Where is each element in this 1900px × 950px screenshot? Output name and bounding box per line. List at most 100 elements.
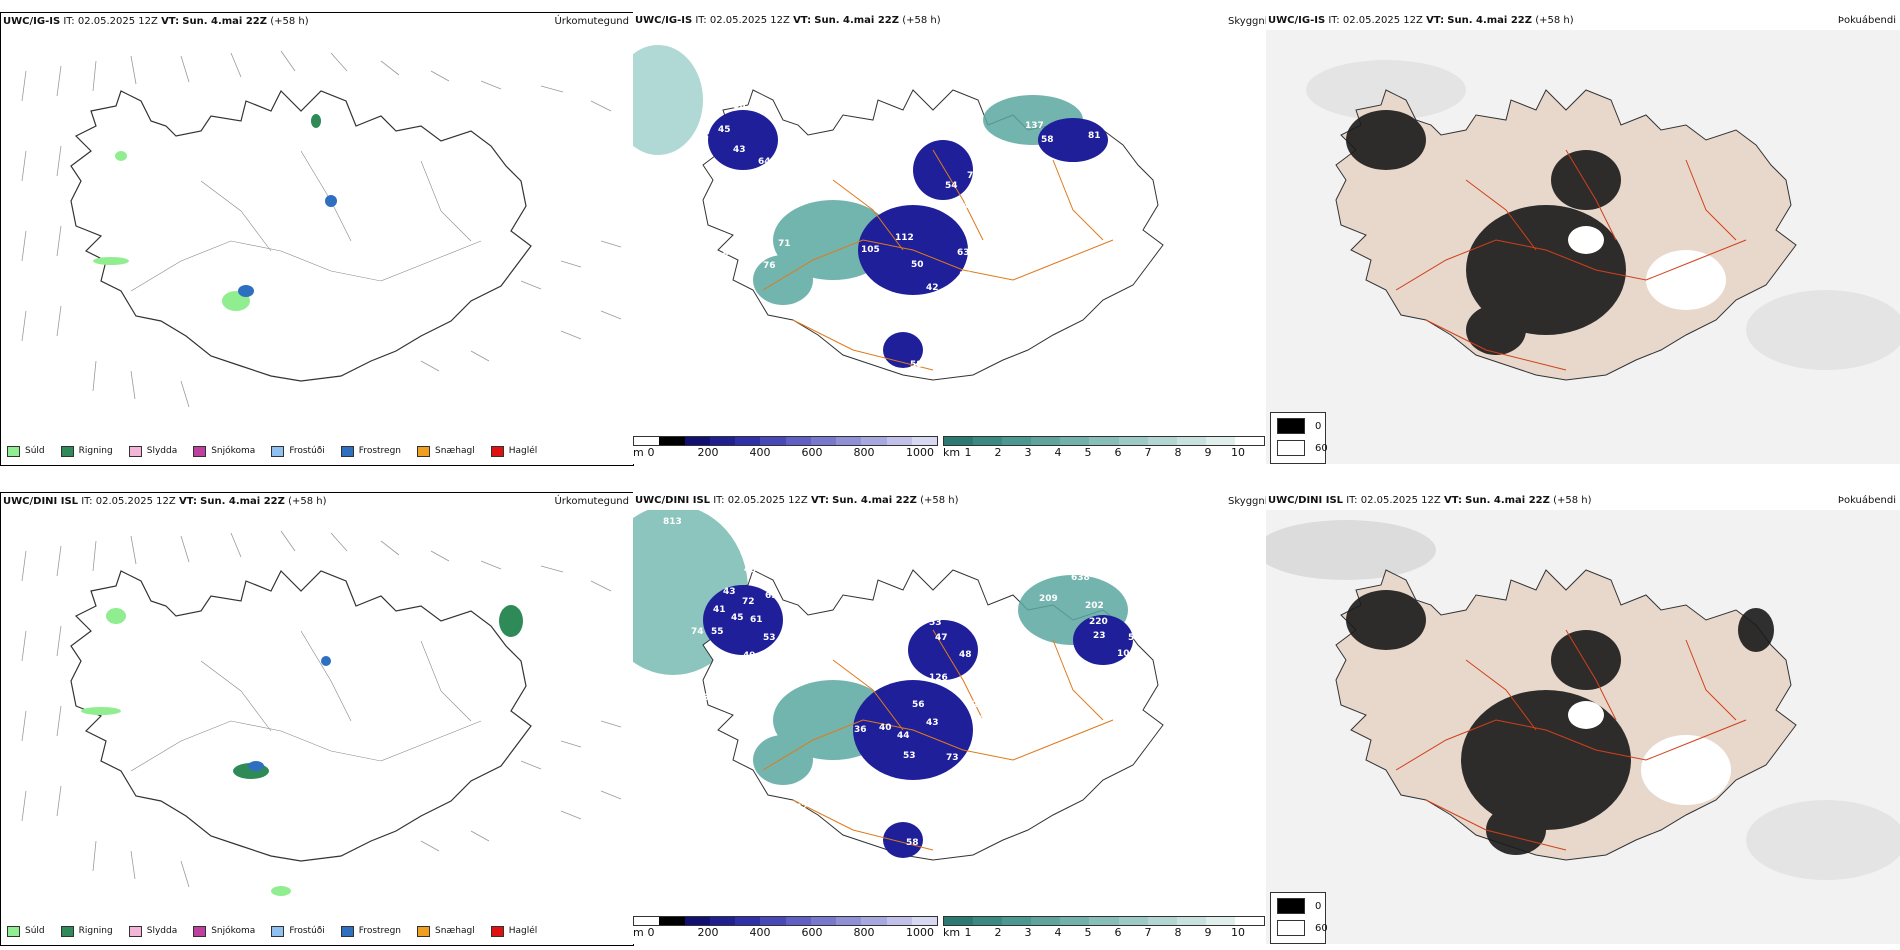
cloud-base-label: 105 xyxy=(861,245,880,255)
legend-item: Snjókoma xyxy=(193,445,256,457)
cloud-base-label: 26 xyxy=(913,398,926,408)
lead-time: (+58 h) xyxy=(1535,15,1574,26)
colorbar-tick: 3 xyxy=(1024,926,1032,939)
cloud-base-label: 53 xyxy=(903,751,916,761)
cloud-base-label: 53 xyxy=(1141,155,1154,165)
colorbar-tick: 800 xyxy=(853,926,875,939)
cloud-base-label: 48 xyxy=(959,650,972,660)
cloud-base-label: 36 xyxy=(854,725,867,735)
cloud-base-label: 56 xyxy=(733,101,746,111)
iceland-outline xyxy=(70,569,532,862)
cloud-base-label: 68 xyxy=(978,715,991,725)
lead-time: (+58 h) xyxy=(1553,495,1592,506)
colorbar-tick: 400 xyxy=(749,926,771,939)
cloud-base-label: 638 xyxy=(1071,573,1090,583)
legend-swatch xyxy=(417,445,431,457)
vt-value: Sun. 4.mai 22Z xyxy=(832,495,917,506)
precip-map xyxy=(21,530,622,896)
cloud-base-label: 220 xyxy=(1089,617,1108,627)
cloud-base-label: 79 xyxy=(911,858,924,868)
vt-label: VT: xyxy=(793,15,812,26)
legend-item: Súld xyxy=(7,925,45,937)
cloud-base-label: 47 xyxy=(935,633,948,643)
wind-barbs xyxy=(21,530,622,888)
legend-swatch xyxy=(271,445,285,457)
lead-time: (+58 h) xyxy=(920,495,959,506)
cloud-map: 56 45 66 43 64 85 58 62 59 71 41 38 76 1… xyxy=(633,45,1164,408)
cloud-base-label: 58 xyxy=(723,169,736,179)
cloud-base-colorbar: m 0 200 400 600 800 1000 xyxy=(633,916,938,940)
cloud-map: 813 49 43 72 63 41 45 61 74 55 53 49 54 … xyxy=(633,510,1164,885)
cloud-base-label: 63 xyxy=(957,248,970,258)
panel-type-title: Þokuábendi xyxy=(1837,495,1896,506)
cloud-base-label: 71 xyxy=(778,239,791,249)
cloud-base-label: 72 xyxy=(795,803,808,813)
vt-label: VT: xyxy=(178,496,197,507)
legend-swatch xyxy=(7,445,20,457)
cloud-base-label: 63 xyxy=(765,591,778,601)
vt-value: Sun. 4.mai 22Z xyxy=(200,496,285,507)
cloud-visibility-panel-row1: UWC/IG-IS IT: 02.05.2025 12Z VT: Sun. 4.… xyxy=(633,12,1265,464)
fog-legend-row: 60 xyxy=(1277,920,1328,936)
cloud-base-label: 53 xyxy=(763,633,776,643)
cloud-base-label: 66 xyxy=(983,191,996,201)
panel-title: UWC/IG-IS IT: 02.05.2025 12Z VT: Sun. 4.… xyxy=(633,12,1265,30)
fog-legend-row: 60 xyxy=(1277,440,1328,456)
cloud-base-label: 49 xyxy=(743,651,756,661)
legend-item: Snæhagl xyxy=(417,445,475,457)
cloud-base-label: 54 xyxy=(945,181,958,191)
legend-label: Frostúði xyxy=(289,446,325,456)
legend-swatch xyxy=(60,445,74,457)
lead-time: (+58 h) xyxy=(270,16,309,27)
legend-swatch xyxy=(128,445,142,457)
cloud-base-label: 202 xyxy=(1085,601,1104,611)
legend-label: Haglél xyxy=(508,446,538,456)
colorbar-tick: 4 xyxy=(1054,446,1062,459)
colorbar-tick: 9 xyxy=(1204,446,1212,459)
cloud-base-label: 95 xyxy=(930,310,943,320)
cloud-base-label: 59 xyxy=(743,207,756,217)
legend-swatch xyxy=(193,445,207,457)
legend-label: Frostregn xyxy=(358,446,402,456)
cloud-base-label: 84 xyxy=(909,303,922,313)
colorbar-tick: 200 xyxy=(697,446,719,459)
colorbar-tick: 600 xyxy=(801,446,823,459)
cloud-base-label: 62 xyxy=(758,195,771,205)
colorbar-tick: 10 xyxy=(1231,446,1245,459)
colorbar-tick: 10 xyxy=(1231,926,1245,939)
colorbar-tick: 6 xyxy=(1114,446,1122,459)
colorbar-tick: 200 xyxy=(697,926,719,939)
cloud-base-label: 64 xyxy=(1130,171,1143,181)
legend-label: Rigning xyxy=(78,926,113,936)
cloud-base-label: 137 xyxy=(1025,121,1044,131)
vt-value: Sun. 4.mai 22Z xyxy=(182,16,267,27)
legend-label: Haglél xyxy=(508,926,538,936)
fog-map xyxy=(1266,510,1900,944)
legend-item: Rigning xyxy=(60,925,113,937)
cloud-base-label: 83 xyxy=(1045,683,1058,693)
cloud-base-colorbar: m 0 200 400 600 800 1000 xyxy=(633,436,938,460)
legend-swatch xyxy=(340,445,354,457)
colorbar-unit: m xyxy=(633,446,644,459)
colorbar-gradient xyxy=(633,916,938,926)
cloud-base-label: 74 xyxy=(691,627,704,637)
cloud-base-label: 106 xyxy=(1117,649,1136,659)
vt-value: Sun. 4.mai 22Z xyxy=(814,15,899,26)
cloud-base-label: 83 xyxy=(791,833,804,843)
legend-label: Snjókoma xyxy=(211,446,256,456)
cloud-base-label: 51 xyxy=(849,324,862,334)
fog-legend-row: 0 xyxy=(1277,418,1321,434)
colorbar-tick: 600 xyxy=(801,926,823,939)
iceland-outline xyxy=(70,89,532,382)
model-label: UWC/IG-IS xyxy=(1268,15,1326,26)
cloud-base-label: 59 xyxy=(833,313,846,323)
fog-legend-swatch xyxy=(1277,418,1305,434)
it-text: IT: 02.05.2025 12Z xyxy=(695,15,790,26)
cloud-base-label: 40 xyxy=(861,287,874,297)
cloud-base-label: 15 xyxy=(820,353,833,363)
legend-label: Slydda xyxy=(146,446,178,456)
cloud-base-label: 73 xyxy=(946,753,959,763)
cloud-base-label: 50 xyxy=(911,260,924,270)
legend-swatch xyxy=(7,925,20,937)
cloud-base-label: 45 xyxy=(731,613,744,623)
